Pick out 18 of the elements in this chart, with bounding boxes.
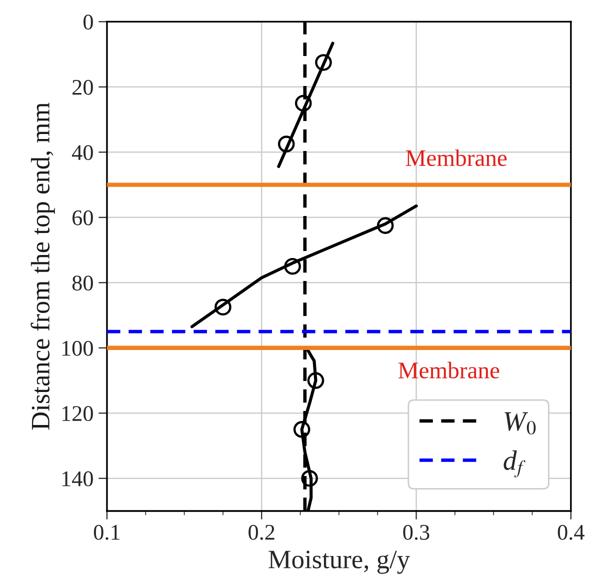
y-tick-label: 80 [72,276,93,291]
ref-line-label: W$_{0}$ [504,412,536,434]
x-tick-label: 0.4 [558,524,584,540]
y-tick-label: 100 [62,340,93,356]
x-tick-label: 0.3 [403,524,430,540]
y-tick-label: 120 [62,406,93,422]
y-axis-title: Distance from the top end, mm [30,102,55,430]
annotation: Membrane [406,149,507,166]
annotation: Membrane [398,362,500,378]
legend-label: d$_{f}$ [504,450,526,478]
y-tick-label: 0 [84,14,93,30]
x-axis-title: Moisture, g/y [268,550,410,574]
y-tick-label: 40 [72,145,93,160]
y-tick-label: 60 [72,210,93,226]
y-tick-label: 20 [72,80,93,95]
x-tick-label: 0.2 [248,524,274,540]
x-tick-label: 0.1 [94,524,120,540]
y-tick-label: 140 [62,471,93,486]
